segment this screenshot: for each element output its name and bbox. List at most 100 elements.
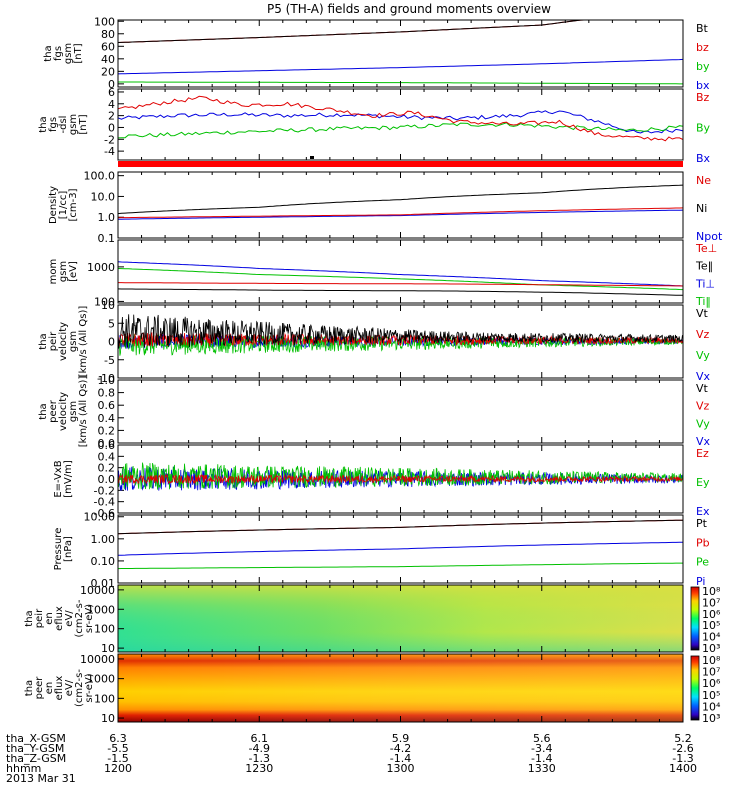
colorbar-tick-label: 10⁴ bbox=[702, 700, 721, 713]
y-tick-label: 0.0 bbox=[98, 437, 116, 450]
y-tick-label: 20 bbox=[101, 65, 115, 78]
y-tick-label: 0.4 bbox=[98, 450, 116, 463]
y-tick-label: 10 bbox=[101, 712, 115, 725]
y-tick-label: 10000 bbox=[80, 653, 115, 666]
colorbar-tick-label: 10⁶ bbox=[702, 608, 721, 621]
series-line-Ne bbox=[118, 207, 683, 219]
colorbar-tick-label: 10⁵ bbox=[702, 689, 720, 702]
panel-peer-eflux: tha peer en eflux eV/(cm2-s-sr-eV) 10 100 1000 1… bbox=[24, 653, 721, 725]
panel-ylabel-line: E=-VxB bbox=[53, 460, 64, 497]
panel-ylabel-line: en bbox=[44, 612, 55, 625]
colorbar-tick-label: 10⁷ bbox=[702, 666, 720, 679]
colorbar-tick-label: 10³ bbox=[702, 712, 720, 725]
panel-ylabel-line: en bbox=[44, 682, 55, 695]
y-tick-label: 80 bbox=[101, 28, 115, 41]
y-tick-label: 0.01 bbox=[91, 577, 116, 590]
ephemeris-value: -1.3 bbox=[672, 752, 693, 765]
series-line-Ni bbox=[118, 184, 683, 215]
ephemeris-label: tha_Z-GSM bbox=[6, 752, 66, 765]
y-tick-label: 1000 bbox=[87, 603, 115, 616]
panel-ylabel-line: eflux bbox=[54, 606, 65, 631]
legend-Pt: Pt bbox=[696, 517, 708, 530]
panel-pressure: Pressure [nPa] 0.01 0.10 1.00 10.00 bbox=[53, 511, 684, 590]
series-line-Ti⊥ bbox=[118, 261, 683, 287]
panel-frame bbox=[117, 19, 684, 88]
ephemeris-value: -3.4 bbox=[531, 742, 552, 755]
y-tick-label: 0.2 bbox=[98, 462, 116, 475]
series-line-Npot bbox=[118, 209, 683, 220]
y-tick-label: 100 bbox=[94, 623, 115, 636]
series-line-By bbox=[118, 122, 683, 139]
colorbar-tick-label: 10³ bbox=[702, 642, 720, 655]
y-tick-label: 10.0 bbox=[91, 190, 116, 203]
panel-peir-velocity: tha peir velocity gsm [km/s (All Qs)] -10 -5 0 5… bbox=[38, 299, 684, 385]
y-tick-label: 100 bbox=[94, 295, 115, 308]
y-tick-label: 1000 bbox=[87, 261, 115, 274]
y-tick-label: 1.00 bbox=[91, 533, 116, 546]
legend-Npot: Npot bbox=[696, 230, 723, 243]
y-tick-label: 40 bbox=[101, 53, 115, 66]
series-group bbox=[118, 95, 683, 142]
legend-Ti⊥: Ti⊥ bbox=[695, 277, 715, 290]
panel-ylabel-line: [nT] bbox=[73, 43, 84, 63]
y-tick-label: 5 bbox=[108, 317, 115, 330]
ephemeris-value: 1230 bbox=[245, 762, 273, 775]
legend-Ey: Ey bbox=[696, 476, 710, 489]
legend-Pb: Pb bbox=[696, 536, 710, 549]
colorbar-tick-label: 10⁴ bbox=[702, 631, 721, 644]
colorbar-tick-label: 10⁶ bbox=[702, 677, 721, 690]
panel-ylabel-line: fgs bbox=[48, 117, 59, 132]
panel-ylabel-line: mom bbox=[48, 259, 59, 285]
ephemeris-label: tha_Y-GSM bbox=[6, 742, 64, 755]
y-tick-label: 0 bbox=[108, 336, 115, 349]
ephemeris-value: -4.9 bbox=[249, 742, 270, 755]
series-line-Bx bbox=[118, 110, 683, 134]
series-group bbox=[118, 519, 683, 570]
series-group bbox=[118, 184, 683, 220]
legend-bz: bz bbox=[696, 41, 709, 54]
legend-Bx: Bx bbox=[696, 152, 711, 165]
panel-ylabel-line: [nT] bbox=[78, 114, 89, 134]
panel-ylabel-line: gsm bbox=[68, 114, 79, 135]
y-tick-label: 0 bbox=[108, 121, 115, 134]
y-tick-label: -0.6 bbox=[94, 507, 115, 520]
legend-Bz: Bz bbox=[696, 91, 710, 104]
ephemeris-value: 5.6 bbox=[533, 732, 551, 745]
ephemeris-value: 1330 bbox=[528, 762, 556, 775]
panel-ylabel-line: peer bbox=[48, 399, 59, 423]
series-line-Vz bbox=[118, 331, 683, 347]
panel-ylabel-line: [km/s (All Qs)] bbox=[78, 306, 89, 378]
heatmap-electron-overlay bbox=[118, 654, 683, 722]
y-tick-label: 100.0 bbox=[84, 170, 116, 183]
legend-Vz: Vz bbox=[696, 400, 710, 413]
y-tick-label: 10 bbox=[101, 642, 115, 655]
colorbar-tick-label: 10⁷ bbox=[702, 596, 720, 609]
ephemeris-value: -1.4 bbox=[390, 752, 411, 765]
y-tick-label: 0.6 bbox=[98, 399, 116, 412]
panel-peir-eflux: tha peir en eflux eV/(cm2-s-sr-eV) 10 100 1000 1… bbox=[24, 584, 721, 655]
legend-Bt: Bt bbox=[696, 22, 709, 35]
legend-Te‖: Te‖ bbox=[695, 260, 713, 273]
panel-ylabel-line: tha bbox=[38, 333, 49, 349]
y-tick-label: -10 bbox=[97, 372, 115, 385]
series-group bbox=[118, 261, 683, 296]
panel-ylabel-line: eV/ bbox=[64, 679, 75, 696]
y-tick-label: 10 bbox=[101, 299, 115, 312]
legend-Vz: Vz bbox=[696, 328, 710, 341]
y-tick-label: -2 bbox=[104, 133, 115, 146]
ephemeris-value: -1.5 bbox=[107, 752, 128, 765]
y-tick-label: 6 bbox=[108, 86, 115, 99]
panel-ylabel-line: peir bbox=[34, 608, 45, 628]
y-tick-label: 10.00 bbox=[84, 511, 116, 524]
panel-ylabel-line: [cm-3] bbox=[68, 188, 79, 221]
colorbar bbox=[690, 655, 700, 721]
y-tick-label: -0.4 bbox=[94, 496, 115, 509]
panel-ylabel-line: [mV/m] bbox=[63, 460, 74, 498]
y-tick-label: 4 bbox=[108, 98, 115, 111]
ephemeris-value: 6.1 bbox=[251, 732, 269, 745]
legend-bx: bx bbox=[696, 79, 710, 92]
panel-frame bbox=[117, 171, 684, 239]
ephemeris-value: 1400 bbox=[669, 762, 697, 775]
ephemeris-value: 5.9 bbox=[392, 732, 410, 745]
panel-ylabel-line: [eV] bbox=[68, 261, 79, 282]
